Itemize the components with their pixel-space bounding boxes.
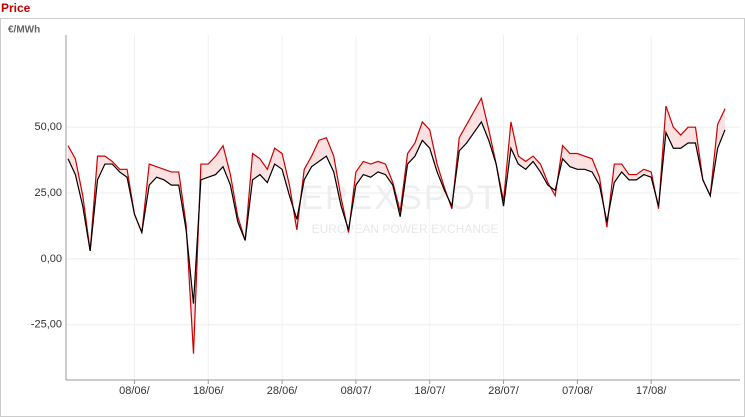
chart-frame — [0, 18, 745, 417]
x-tick-label: 18/07/ — [414, 385, 446, 397]
x-tick-label: 08/06/ — [119, 385, 151, 397]
x-tick-label: 08/07/ — [341, 385, 373, 397]
series-line — [67, 120, 726, 304]
y-axis-label: €/MWh — [8, 25, 40, 36]
chart-title: Price — [1, 1, 31, 15]
x-tick-label: 18/06/ — [193, 385, 225, 397]
y-tick-label: 50,00 — [34, 121, 62, 133]
y-tick-label: 0,00 — [41, 253, 62, 265]
x-tick-label: 28/07/ — [488, 385, 520, 397]
x-tick-label: 07/08/ — [562, 385, 594, 397]
series-line — [67, 96, 726, 354]
y-tick-label: 25,00 — [34, 187, 62, 199]
watermark-tagline: EUROPEAN POWER EXCHANGE — [312, 222, 499, 236]
x-tick-label: 17/08/ — [636, 385, 668, 397]
y-tick-label: -25,00 — [31, 319, 62, 331]
x-tick-label: 28/06/ — [267, 385, 299, 397]
